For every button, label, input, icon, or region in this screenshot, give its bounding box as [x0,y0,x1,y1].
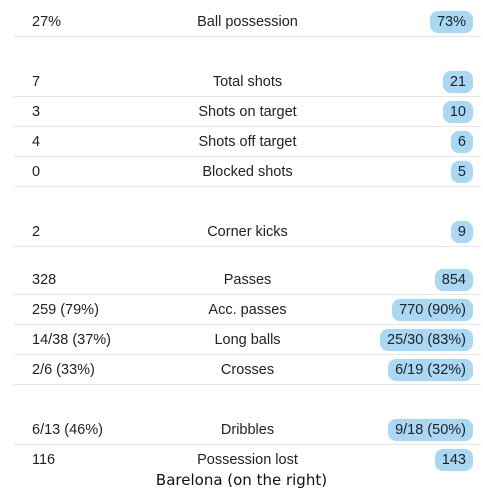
stat-row-passes: 328 Passes 854 [14,265,481,295]
stat-row-dribbles: 6/13 (46%) Dribbles 9/18 (50%) [14,415,481,445]
stat-row-ball-possession: 27% Ball possession 73% [14,7,481,37]
caption: Barelona (on the right) [155,471,328,489]
stat-label: Corner kicks [207,224,288,240]
stat-row-blocked-shots: 0 Blocked shots 5 [14,157,481,187]
away-value-badge: 6/19 (32%) [388,359,473,381]
section-gap [14,385,481,415]
stat-label: Passes [223,272,272,288]
home-value: 328 [32,272,57,288]
away-value-badge: 770 (90%) [392,299,473,321]
home-value: 116 [32,452,56,468]
match-stats-table: 27% Ball possession 73% 7 Total shots 21… [14,7,481,475]
away-value-badge: 143 [434,449,473,471]
stat-label: Possession lost [197,452,298,468]
away-value-badge: 6 [450,131,473,153]
section-gap [14,187,481,217]
home-value: 7 [32,74,41,90]
stat-row-corner-kicks: 2 Corner kicks 9 [14,217,481,247]
stat-label: Shots on target [198,104,297,120]
section-gap [14,37,481,67]
home-value: 0 [32,164,41,180]
home-value: 3 [32,104,41,120]
away-value-badge: 854 [434,269,473,291]
stat-label: Total shots [212,74,283,90]
home-value: 259 (79%) [32,302,99,318]
section-gap [14,247,481,265]
stat-row-shots-off-target: 4 Shots off target 6 [14,127,481,157]
home-value: 14/38 (37%) [32,332,111,348]
stat-row-shots-on-target: 3 Shots on target 10 [14,97,481,127]
away-value-badge: 73% [429,11,473,33]
away-value-badge: 25/30 (83%) [380,329,473,351]
home-value: 6/13 (46%) [32,422,103,438]
home-value: 4 [32,134,41,150]
away-value-badge: 9/18 (50%) [388,419,473,441]
home-value: 2 [32,224,41,240]
home-value: 27% [32,14,62,30]
stat-label: Blocked shots [202,164,293,180]
away-value-badge: 5 [450,161,473,183]
stat-label: Ball possession [197,14,298,30]
away-value-badge: 10 [442,101,473,123]
stat-row-long-balls: 14/38 (37%) Long balls 25/30 (83%) [14,325,481,355]
stat-row-crosses: 2/6 (33%) Crosses 6/19 (32%) [14,355,481,385]
stat-row-acc-passes: 259 (79%) Acc. passes 770 (90%) [14,295,481,325]
stat-row-total-shots: 7 Total shots 21 [14,67,481,97]
away-value-badge: 21 [442,71,473,93]
away-value-badge: 9 [450,221,473,243]
stat-label: Shots off target [198,134,297,150]
home-value: 2/6 (33%) [32,362,95,378]
